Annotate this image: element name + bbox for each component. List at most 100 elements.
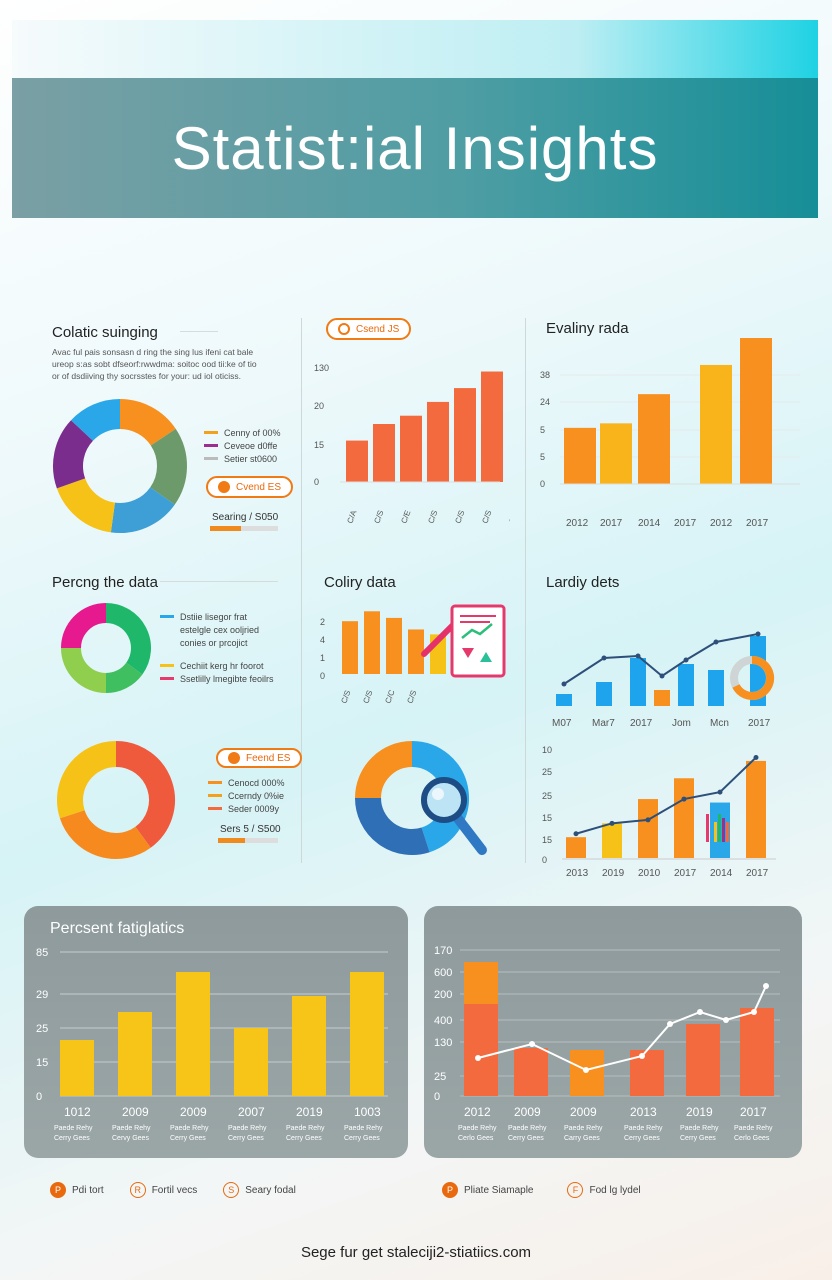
bar — [740, 1008, 774, 1096]
y-tick-label: 2 — [320, 617, 325, 627]
x-tick-label: 2017 — [674, 518, 697, 529]
bar — [600, 423, 632, 484]
x-tick-label: 2012 — [464, 1105, 491, 1119]
bar-line-chart: 0 15 15 25 25 10 2013 2019 2010 2017 2014 2017 — [542, 745, 776, 879]
x-sublabel: Paede Rehy — [624, 1125, 663, 1132]
bar-chart: 0 15 25 29 85 1012 Paede Rehy Cerry Gees 2009 Pae… — [36, 947, 388, 1142]
footer-link[interactable]: P Pdi tort — [50, 1182, 104, 1198]
donut-slice — [149, 428, 187, 505]
x-tick-label: 2009 — [122, 1105, 149, 1119]
x-tick-label: 2019 — [686, 1105, 713, 1119]
mini-bar — [726, 822, 729, 842]
legend-swatch — [160, 664, 174, 667]
desc-line: or of dsdiiving thy socrsstes for your: … — [52, 371, 241, 381]
y-tick-label: 0 — [314, 477, 319, 487]
y-tick-label: 1 — [320, 653, 325, 663]
bar — [570, 1050, 604, 1096]
bar — [292, 996, 326, 1096]
x-tick-label: C/S — [507, 509, 510, 525]
footer-link-label: Fortil vecs — [151, 1184, 198, 1196]
y-tick-label: 130 — [314, 363, 329, 373]
x-sublabel: Cerlo Gees — [734, 1135, 770, 1142]
footer-link[interactable]: F Fod lg lydel — [567, 1182, 641, 1198]
legend-label: Seder 0009y — [228, 803, 280, 814]
legend-label: estelgle cex ooljried — [180, 624, 260, 635]
data-point — [751, 1009, 757, 1015]
bar — [176, 972, 210, 1096]
title-banner: Statist:ial Insights — [12, 78, 818, 218]
legend-swatch — [204, 457, 218, 460]
page-title: Statist:ial Insights — [171, 114, 659, 182]
legend-label: Ccerndy 0%ie — [228, 790, 285, 801]
data-point — [763, 983, 769, 989]
y-tick-label: 24 — [540, 397, 550, 407]
donut-chart — [57, 741, 175, 859]
x-tick-label: 2017 — [746, 868, 769, 879]
yen-icon: F — [567, 1182, 584, 1198]
donut-slice — [105, 603, 151, 675]
stat-pill[interactable]: Feend ES — [216, 748, 303, 768]
footer-link-label: Pliate Siamaple — [464, 1184, 534, 1196]
x-sublabel: Paede Rehy — [54, 1125, 93, 1132]
stat-pill[interactable]: Csend JS — [326, 318, 412, 340]
mini-bar — [722, 818, 725, 842]
x-tick-label: 2014 — [710, 868, 733, 879]
bar — [342, 621, 358, 674]
legend-label: Cenocd 000% — [228, 777, 285, 788]
footer-link[interactable]: P Pliate Siamaple — [442, 1182, 533, 1198]
bar — [678, 664, 694, 706]
legend: Dstiie lisegor frat estelgle cex ooljrie… — [160, 610, 274, 685]
print-icon: P — [50, 1182, 66, 1198]
y-tick-label: 200 — [434, 989, 452, 1001]
bar — [602, 823, 622, 858]
bar — [60, 1040, 94, 1096]
legend-item: Dstiie lisegor frat — [160, 610, 274, 623]
y-tick-label: 38 — [540, 370, 550, 380]
bar-chart: 0 5 5 24 38 2012 2017 2014 2017 2012 2017 — [540, 338, 800, 529]
progress-fill — [218, 838, 245, 843]
bar — [746, 760, 766, 858]
donut-slice — [119, 399, 176, 447]
bar — [686, 1024, 720, 1096]
legend-swatch — [160, 628, 174, 631]
x-tick-label: 2017 — [630, 718, 653, 729]
footer-url[interactable]: Sege fur get staleciji2-stiatiics.com — [300, 1244, 532, 1261]
stat-pill[interactable]: Cvend ES — [206, 476, 294, 498]
bar-chart: 0 15 20 130 C/A C/S C/E C/S C/S C/S C/S — [314, 363, 510, 525]
x-sublabel: Paede Rehy — [680, 1125, 719, 1132]
data-point — [753, 754, 759, 760]
x-tick-label: 2019 — [602, 868, 625, 879]
desc-line: ureop s:as sobt dfseorf:rwwdma: soitoc o… — [52, 359, 257, 369]
x-sublabel: Carry Gees — [564, 1135, 600, 1142]
donut-slice — [56, 477, 116, 533]
x-tick-label: 2014 — [638, 518, 661, 529]
legend-item: Cechiit kerg hr foorot — [160, 659, 274, 672]
footer-links-right: P Pliate Siamaple F Fod lg lydel — [442, 1182, 641, 1198]
y-tick-label: 0 — [542, 855, 547, 865]
legend-label: Setier st0600 — [224, 453, 278, 464]
donut-slice — [61, 603, 107, 649]
x-tick-label: 2019 — [296, 1105, 323, 1119]
legend-item: Ceveoe d0ffe — [204, 439, 281, 452]
report-icon — [421, 604, 506, 678]
x-tick-label: Mar7 — [592, 718, 615, 729]
info-icon — [338, 323, 350, 335]
legend-swatch — [204, 431, 218, 434]
data-point — [717, 789, 723, 795]
footer-link[interactable]: R Fortil vecs — [129, 1182, 198, 1198]
bar — [118, 1012, 152, 1096]
mini-bar — [710, 818, 713, 842]
data-point — [713, 639, 719, 645]
bar-segment — [464, 962, 498, 1004]
legend-swatch — [208, 781, 222, 784]
bar — [638, 799, 658, 858]
x-tick-label: C/S — [361, 689, 374, 705]
legend-label: Cenny of 00% — [224, 427, 281, 438]
footer-link[interactable]: S Seary fodal — [223, 1182, 296, 1198]
panel-title: Percng the data — [52, 574, 158, 591]
bar — [400, 415, 422, 482]
bar — [556, 694, 572, 706]
y-tick-label: 15 — [542, 835, 552, 845]
x-sublabel: Cerry Gees — [624, 1135, 660, 1142]
series-line — [575, 756, 757, 835]
